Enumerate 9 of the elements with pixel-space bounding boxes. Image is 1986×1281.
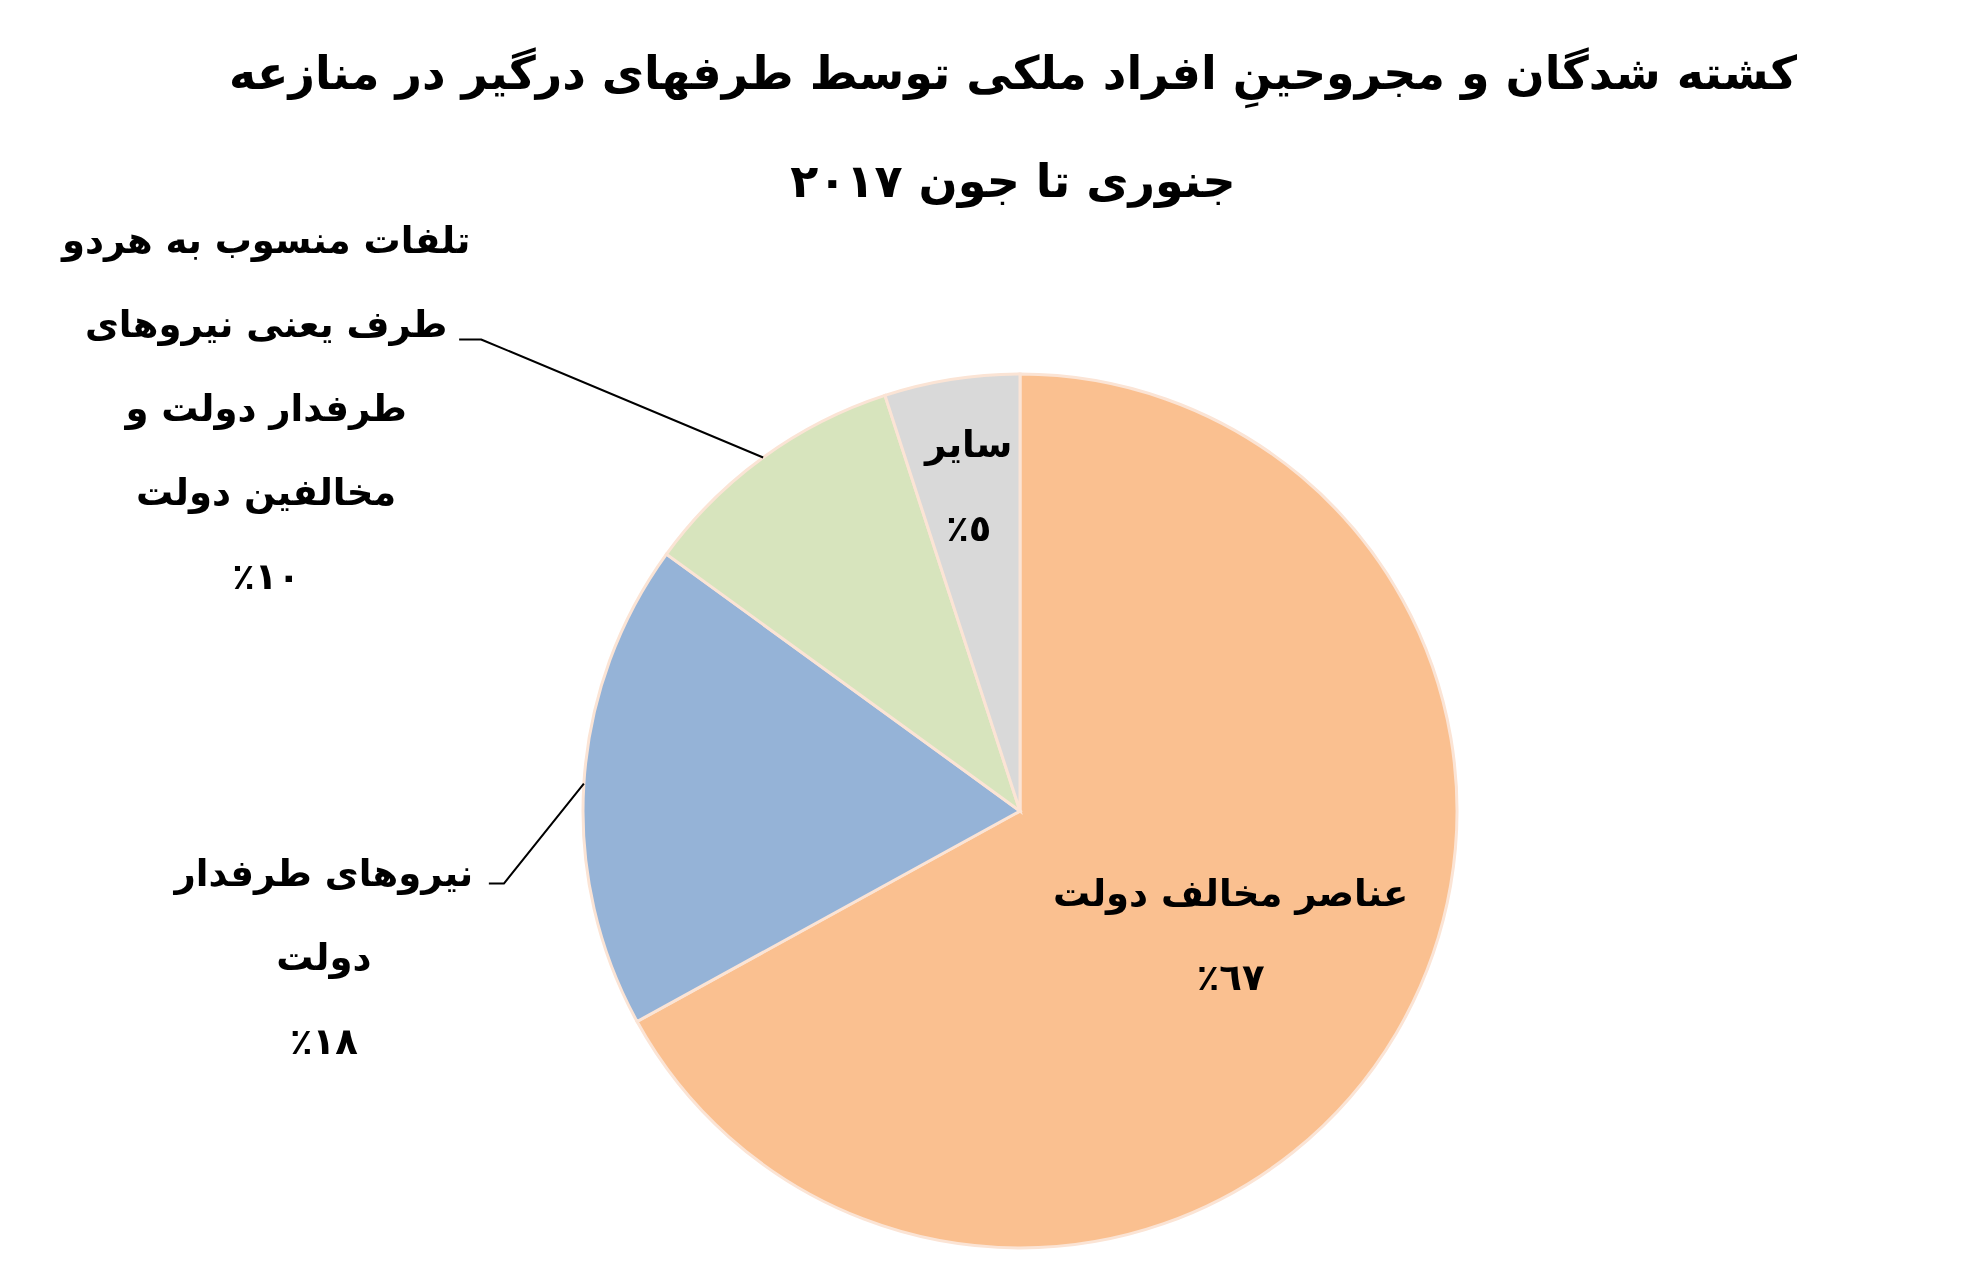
data-label: ٦٧٪ <box>1195 954 1266 1001</box>
slice-label: سایر <box>922 422 1014 469</box>
chart-title: کشته شدگان و مجروحینِ افراد ملکی توسط طرفهای درگیر در منازعه جنوری تا جون ٢٠١٧ <box>229 46 1797 208</box>
slice-label: عناصر مخالف دولت <box>1052 870 1410 917</box>
slice-label: تلفات منسوب به هردو طرف یعنی نیروهای طرفدار دولت و مخالفین دولت <box>59 218 472 517</box>
slice-label: نیروهای طرفدار دولت <box>172 850 475 981</box>
data-label: ١٠٪ <box>231 554 301 601</box>
data-label: ١٨٪ <box>288 1018 359 1065</box>
data-label: ٥٪ <box>945 506 993 553</box>
